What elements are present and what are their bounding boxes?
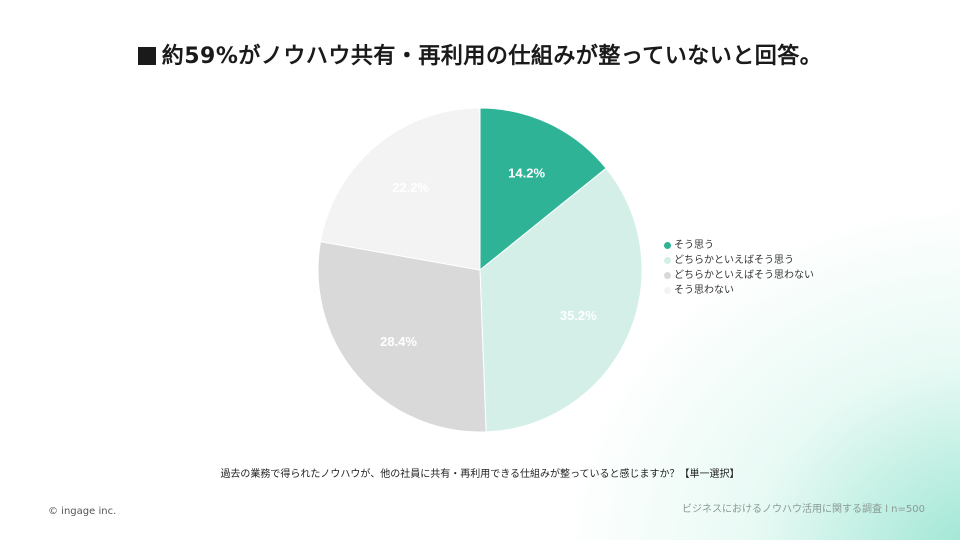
- chart-legend: そう思うどちらかといえばそう思うどちらかといえばそう思わない そう思わない: [664, 238, 814, 298]
- legend-item-1: そう思う: [664, 238, 814, 253]
- pie-data-label-2: 35.2%: [560, 308, 597, 323]
- legend-swatch-icon: [664, 257, 671, 264]
- copyright: © ingage inc.: [48, 506, 117, 517]
- chart-title: 約59%がノウハウ共有・再利用の仕組みが整っていないと回答。: [0, 38, 960, 70]
- pie-data-label-1: 14.2%: [508, 166, 545, 181]
- legend-label: そう思わない: [674, 285, 734, 296]
- pie-slice-3: [317, 241, 487, 433]
- legend-item-2: どちらかといえばそう思う: [664, 253, 814, 268]
- legend-label: そう思う: [674, 240, 714, 251]
- legend-item-3: どちらかといえばそう思わない: [664, 268, 814, 283]
- pie-slice-4: [319, 107, 481, 271]
- title-square-icon: [137, 47, 156, 65]
- legend-swatch-icon: [664, 272, 671, 279]
- legend-swatch-icon: [664, 287, 671, 294]
- pie-data-label-3: 28.4%: [380, 334, 417, 349]
- pie-slice-2: [479, 167, 643, 433]
- pie-slice-1: [479, 107, 607, 272]
- legend-label: どちらかといえばそう思う: [674, 255, 794, 266]
- pie-data-label-4: 22.2%: [392, 180, 429, 195]
- legend-swatch-icon: [664, 242, 671, 249]
- legend-label: どちらかといえばそう思わない: [674, 270, 814, 281]
- survey-source: ビジネスにおけるノウハウ活用に関する調査 l n=500: [682, 504, 925, 515]
- legend-item-4: そう思わない: [664, 283, 814, 298]
- survey-question: 過去の業務で得られたノウハウが、他の社員に共有・再利用できる仕組みが整っていると…: [220, 469, 740, 480]
- chart-title-text: 約59%がノウハウ共有・再利用の仕組みが整っていないと回答。: [161, 44, 823, 69]
- pie-slices: [317, 107, 643, 433]
- pie-data-labels: 14.2% 35.2% 28.4% 22.2%: [380, 166, 597, 349]
